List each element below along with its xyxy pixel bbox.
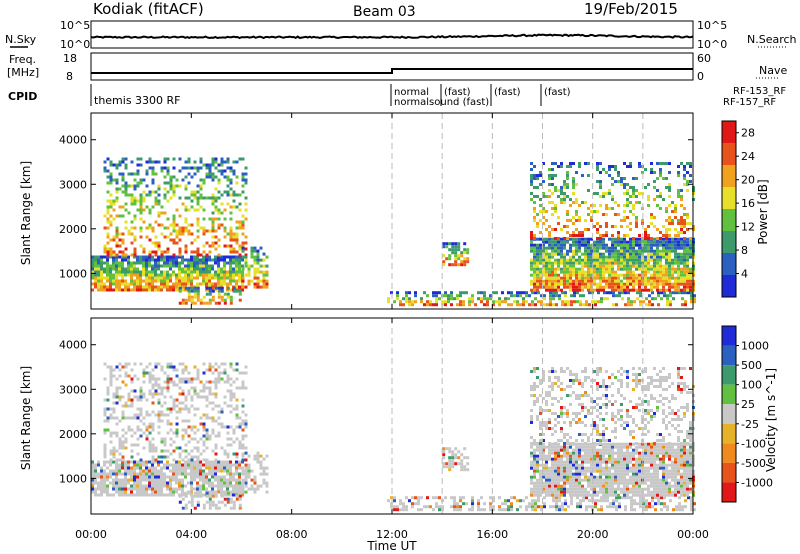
xtick-label: 20:00	[577, 528, 609, 541]
power-colorbar-swatch	[722, 253, 736, 275]
velocity-colorbar-tick: -1000	[741, 476, 773, 489]
xtick-label: 00:00	[75, 528, 107, 541]
cpid-entry-1: normal	[394, 87, 429, 98]
power-panel: 1000 2000 3000 4000 Slant Range [km] 4 8 12 16…	[19, 112, 770, 310]
nsearch-tick-hi: 10^5	[697, 19, 727, 32]
nsky-tick-hi: 10^5	[60, 19, 90, 32]
velocity-colorbar-swatch	[722, 326, 736, 346]
power-colorbar-swatch	[722, 231, 736, 253]
nave-tick-hi: 60	[697, 52, 711, 65]
velocity-x-ticks: 00:00 04:00 08:00 12:00 16:00 20:00 00:00	[75, 318, 709, 541]
beam-title: Beam 03	[353, 4, 416, 20]
velocity-colorbar-tick: 100	[741, 379, 762, 392]
x-axis-label: Time UT	[366, 539, 417, 553]
velocity-colorbar-tick: -100	[741, 437, 766, 450]
station-title: Kodiak (fitACF)	[93, 0, 204, 18]
cpid-entry-3: (fast)	[444, 87, 471, 98]
velocity-colorbar-tick: -25	[741, 418, 759, 431]
power-colorbar-tick: 24	[741, 150, 755, 163]
power-colorbar-swatch	[722, 165, 736, 187]
nsearch-label: N.Search	[747, 33, 797, 46]
power-colorbar-label: Power [dB]	[756, 179, 770, 244]
vel-ytick-label: 1000	[59, 472, 87, 485]
cpid-entry-7: RF-157_RF	[723, 97, 776, 108]
freq-unit: [MHz]	[7, 66, 39, 79]
nave-tick-lo: 0	[697, 70, 704, 83]
velocity-colorbar-tick: 500	[741, 359, 762, 372]
velocity-y-ticks: 1000 2000 3000 4000	[59, 339, 693, 485]
velocity-colorbar-swatch	[722, 482, 736, 502]
cpid-entry-2: normalsound (fast)	[394, 97, 489, 108]
velocity-colorbar-swatch	[722, 443, 736, 463]
power-colorbar-tick: 12	[741, 221, 755, 234]
xtick-label: 00:00	[677, 528, 709, 541]
velocity-colorbar-tick: -500	[741, 457, 766, 470]
velocity-colorbar-tick: 1000	[741, 340, 769, 353]
cpid-entry-4: (fast)	[494, 87, 521, 98]
power-colorbar-tick: 28	[741, 127, 755, 140]
velocity-colorbar: 1000 500 100 25 -25 -100 -500 -1000	[721, 325, 773, 503]
cpid-entry-5: (fast)	[544, 87, 571, 98]
power-ylabel: Slant Range [km]	[19, 161, 33, 265]
freq-label: Freq.	[9, 53, 36, 66]
cpid-row: CPID themis 3300 RF normal normalsound (…	[8, 84, 786, 108]
velocity-colorbar-tick: 25	[741, 398, 755, 411]
velocity-colorbar-swatch	[722, 423, 736, 444]
freq-panel: Freq. [MHz] 18 8 60 0 Nave	[7, 52, 787, 83]
power-colorbar-tick: 8	[741, 244, 748, 257]
vel-ytick-label: 4000	[59, 339, 87, 352]
power-colorbar-swatch	[722, 143, 736, 165]
power-mode-lines	[391, 113, 644, 309]
velocity-colorbar-swatch	[722, 462, 736, 483]
velocity-ylabel: Slant Range [km]	[19, 366, 33, 470]
freq-tick-hi: 18	[63, 52, 77, 65]
velocity-colorbar-swatch	[722, 345, 736, 366]
freq-tick-lo: 8	[66, 70, 73, 83]
power-x-ticks	[90, 113, 694, 309]
power-colorbar: 4 8 12 16 20 24 28	[721, 120, 755, 298]
power-colorbar-swatch	[722, 209, 736, 231]
power-colorbar-tick: 16	[741, 197, 755, 210]
xtick-label: 04:00	[175, 528, 207, 541]
vel-ytick-label: 2000	[59, 428, 87, 441]
power-colorbar-swatch	[722, 121, 736, 143]
xtick-label: 16:00	[476, 528, 508, 541]
xtick-label: 12:00	[376, 528, 408, 541]
velocity-mode-lines	[391, 318, 644, 514]
velocity-colorbar-swatch	[722, 404, 736, 424]
xtick-label: 08:00	[276, 528, 308, 541]
velocity-colorbar-swatch	[722, 384, 736, 405]
power-ytick-label: 4000	[59, 134, 87, 147]
velocity-colorbar-swatch	[722, 365, 736, 385]
velocity-panel: 1000 2000 3000 4000 00:00 04:00 08:00 12:00 16:…	[19, 317, 778, 541]
power-colorbar-tick: 4	[741, 268, 748, 281]
cpid-label: CPID	[8, 90, 37, 103]
vel-ytick-label: 3000	[59, 383, 87, 396]
nsky-label: N.Sky	[5, 33, 37, 46]
power-colorbar-tick: 20	[741, 174, 755, 187]
cpid-entry-6: RF-153_RF	[733, 86, 786, 97]
date-title: 19/Feb/2015	[584, 0, 678, 18]
power-ytick-label: 1000	[59, 267, 87, 280]
power-colorbar-swatch	[722, 275, 736, 297]
power-ytick-label: 3000	[59, 178, 87, 191]
power-y-ticks: 1000 2000 3000 4000	[59, 134, 693, 280]
power-ytick-label: 2000	[59, 223, 87, 236]
velocity-colorbar-label: Velocity [m s^-1]	[764, 368, 778, 472]
cpid-entry-0: themis 3300 RF	[94, 94, 181, 107]
power-colorbar-swatch	[722, 187, 736, 209]
nave-label: Nave	[759, 64, 787, 77]
noise-panel: N.Sky 10^5 10^0 10^5 10^0 N.Search	[5, 19, 797, 51]
nsky-tick-lo: 10^0	[60, 38, 90, 51]
nsearch-tick-lo: 10^0	[697, 38, 727, 51]
velocity-heatmap-cells	[91, 362, 696, 512]
power-heatmap-cells	[91, 157, 696, 307]
